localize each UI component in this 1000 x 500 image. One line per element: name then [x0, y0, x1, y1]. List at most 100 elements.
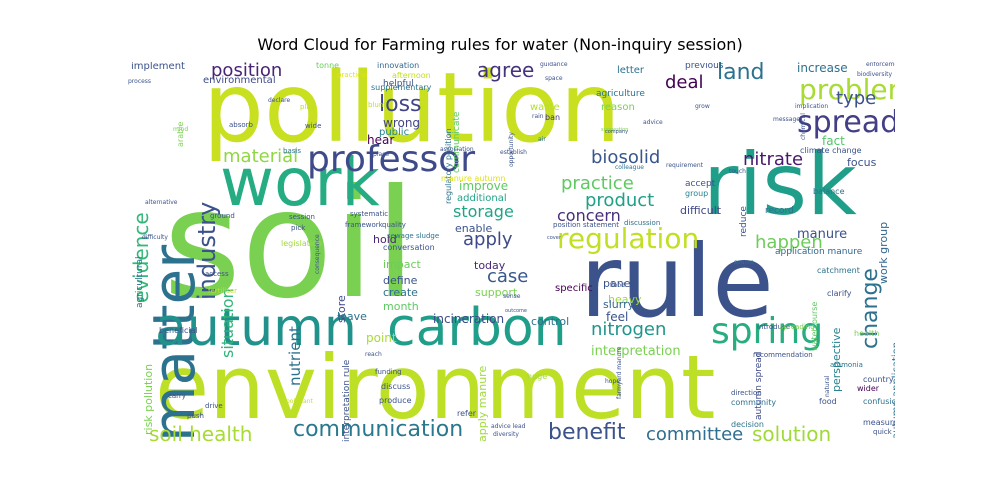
word-control: control: [531, 315, 570, 328]
word-biodiversity: biodiversity: [857, 71, 893, 78]
word-improve: improve: [459, 179, 509, 193]
word-heavy: heavy: [608, 293, 642, 306]
word-land: land: [717, 62, 765, 85]
word-message: message: [773, 116, 800, 123]
word-farmyard-manure: farmyard manure: [616, 347, 623, 400]
word-establish: establish: [500, 149, 527, 156]
word-produce: produce: [379, 396, 412, 405]
word-material: material: [223, 146, 299, 167]
word-cover: cover: [547, 235, 561, 241]
word-apply-manure: apply manure: [476, 365, 489, 442]
word-work: work: [220, 144, 380, 221]
word-drive: drive: [205, 402, 223, 410]
word-space: space: [545, 75, 563, 82]
word-confusion: confusion: [863, 397, 895, 406]
word-ground: ground: [210, 212, 235, 220]
word-biosolid: biosolid: [591, 147, 661, 168]
word-innovation: innovation: [377, 62, 420, 70]
word-touch: touch: [729, 168, 746, 175]
word-air: air: [538, 136, 546, 143]
word-practical: practical: [337, 71, 368, 79]
word-month: month: [383, 300, 419, 313]
word-enforcement: enforcement: [866, 62, 895, 68]
word-health: health: [854, 329, 880, 338]
word-association: association: [440, 146, 474, 153]
word-balance: balance: [813, 187, 845, 196]
word-basis: basis: [283, 147, 301, 155]
word-beneficial: beneficial: [159, 326, 198, 335]
word-communicate: communicate: [452, 112, 462, 174]
word-blunt: blunt: [368, 101, 387, 109]
word-additional: additional: [457, 193, 507, 204]
word-specific: specific: [555, 283, 593, 294]
word-situation: situation: [218, 288, 237, 358]
word-community: community: [731, 398, 777, 407]
word-hear: hear: [367, 133, 395, 147]
word-cloud: soil pollution environment rule risk work matt…: [125, 62, 895, 447]
word-deal: deal: [665, 72, 704, 93]
word-refer: refer: [457, 409, 477, 418]
word-enable: enable: [455, 222, 493, 235]
word-risk-pollution: risk pollution: [142, 364, 155, 436]
word-nitrate: nitrate: [743, 149, 804, 170]
word-session: session: [289, 213, 315, 221]
word-measure: measure: [863, 418, 895, 427]
word-hold: hold: [373, 233, 397, 246]
word-group: group: [685, 189, 709, 198]
word-climate-change: climate change: [800, 146, 862, 155]
word-place: place: [373, 151, 390, 158]
word-nutrient: nutrient: [286, 326, 304, 386]
word-natural: natural: [824, 376, 831, 398]
word-suggestion: suggestion: [601, 127, 629, 133]
word-environmental: environmental: [203, 75, 276, 86]
word-concern: concern: [557, 206, 621, 225]
word-autumn: autumn: [155, 298, 357, 358]
word-wider: wider: [857, 384, 880, 393]
word-chemical: chemical: [800, 113, 807, 140]
word-pollutant: pollutant: [286, 398, 313, 405]
word-supplementary: supplementary: [371, 83, 432, 92]
word-risk: risk: [703, 135, 857, 235]
word-spread: spread: [797, 105, 895, 140]
word-leave: leave: [337, 310, 367, 323]
word-letter: letter: [617, 65, 645, 76]
word-carry: carry: [168, 392, 186, 400]
word-soil: soil: [163, 158, 417, 332]
word-ban: ban: [545, 113, 561, 122]
word-interpretation-rule: interpretation rule: [342, 359, 352, 442]
word-nitrogen: nitrogen: [591, 319, 667, 340]
word-carbon: carbon: [387, 298, 567, 358]
word-pollution: pollution: [203, 62, 621, 164]
word-direction: direction: [731, 389, 762, 397]
word-declare: declare: [268, 97, 291, 104]
word-alternative: alternative: [145, 199, 178, 206]
word-rule: rule: [580, 223, 774, 340]
word-requirement: requirement: [666, 162, 704, 169]
word-environment: environment: [155, 336, 716, 439]
word-wide: wide: [305, 122, 322, 130]
word-communication: communication: [293, 417, 464, 442]
word-funding: funding: [375, 368, 402, 376]
word-outcome: outcome: [505, 308, 527, 314]
word-spring: spring: [711, 311, 824, 352]
word-quick: quick: [873, 428, 892, 436]
word-public: public: [379, 127, 410, 138]
word-framework: framework: [345, 221, 383, 229]
word-conversation: conversation: [383, 243, 435, 252]
word-implication: implication: [795, 103, 829, 110]
word-recommendation: recommendation: [753, 351, 813, 359]
word-mind: mind: [173, 126, 189, 133]
word-guidance: guidance: [540, 62, 568, 68]
word-discussion: discussion: [624, 219, 661, 227]
word-huge: huge: [527, 372, 548, 381]
word-diversity: diversity: [493, 431, 519, 438]
word-case: case: [487, 266, 529, 287]
word-point: point: [366, 331, 397, 345]
word-country: country: [863, 375, 894, 384]
word-type: type: [836, 88, 877, 109]
word-happen: happen: [755, 232, 823, 253]
word-helpful: helpful: [383, 79, 414, 89]
word-focus: focus: [847, 156, 877, 169]
word-play: play: [300, 103, 315, 111]
word-reach: reach: [365, 351, 382, 358]
